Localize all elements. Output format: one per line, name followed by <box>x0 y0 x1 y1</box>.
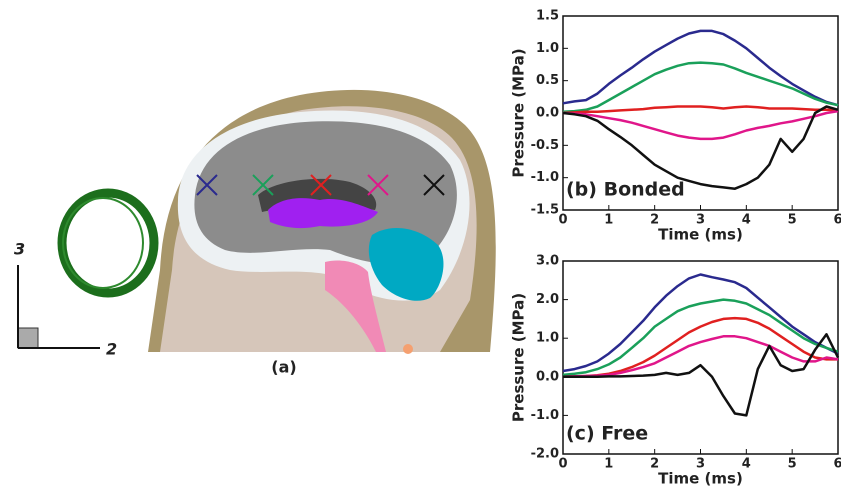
series-line <box>563 300 838 375</box>
y-tick-label: 1.0 <box>536 331 559 346</box>
axis-label: 2 <box>106 340 117 359</box>
y-axis-label: Pressure (MPa) <box>510 48 528 177</box>
x-tick-label: 4 <box>742 457 751 472</box>
x-axis-label: Time (ms) <box>658 470 743 488</box>
x-axis-label: Time (ms) <box>658 226 743 244</box>
y-tick-label: 0.0 <box>536 369 559 384</box>
coil <box>62 193 154 293</box>
axis-label: 3 <box>14 240 25 259</box>
y-axis-label: Pressure (MPa) <box>510 293 528 422</box>
series-line <box>563 107 838 114</box>
x-tick-label: 6 <box>833 457 841 472</box>
y-tick-label: -1.5 <box>531 203 559 218</box>
y-tick-label: 1.0 <box>536 41 559 56</box>
x-tick-label: 6 <box>833 213 841 228</box>
x-tick-label: 5 <box>788 457 797 472</box>
series-line <box>563 31 838 105</box>
panel-label: (a) <box>271 358 296 377</box>
y-tick-label: 1.5 <box>536 9 559 24</box>
y-tick-label: -0.5 <box>531 138 559 153</box>
y-tick-label: -2.0 <box>531 447 559 462</box>
series-line <box>563 275 838 372</box>
chart-title: (c) Free <box>566 423 648 445</box>
x-tick-label: 4 <box>742 213 751 228</box>
series-line <box>563 318 838 377</box>
x-tick-label: 1 <box>604 457 613 472</box>
head-illustration <box>148 90 496 354</box>
y-tick-label: 3.0 <box>536 254 559 269</box>
x-tick-label: 0 <box>558 213 567 228</box>
y-tick-label: -1.0 <box>531 170 559 185</box>
x-tick-label: 5 <box>788 213 797 228</box>
page: 3 2 (a) -1.5-1.0-0.50.00.51.01.50123456T… <box>0 0 841 498</box>
y-tick-label: 0.5 <box>536 73 559 88</box>
y-tick-label: -1.0 <box>531 408 559 423</box>
x-tick-label: 0 <box>558 457 567 472</box>
y-tick-label: 2.0 <box>536 292 559 307</box>
y-tick-label: 0.0 <box>536 106 559 121</box>
x-tick-label: 1 <box>604 213 613 228</box>
series-line <box>563 107 838 189</box>
chart-title: (b) Bonded <box>566 179 685 201</box>
figure: 3 2 (a) -1.5-1.0-0.50.00.51.01.50123456T… <box>0 0 841 498</box>
